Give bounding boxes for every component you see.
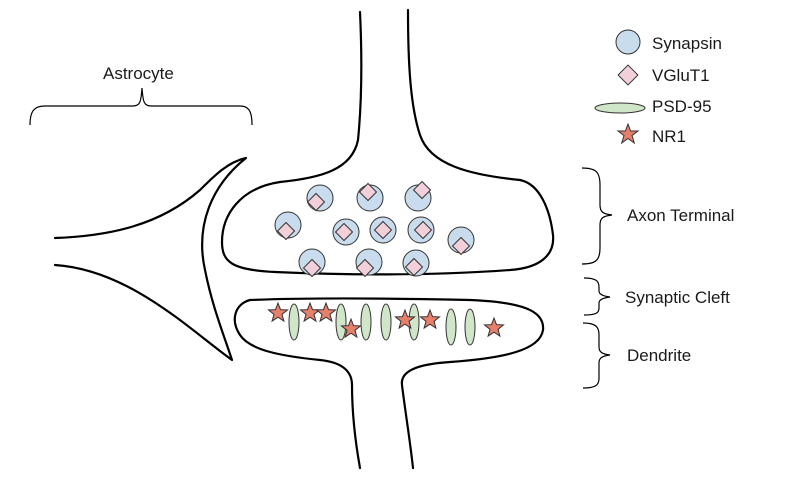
- synaptic-vesicles: [274, 180, 475, 278]
- nr1-receptor: [340, 317, 362, 339]
- astrocyte-label: Astrocyte: [103, 64, 174, 83]
- vglut1-marker: [334, 222, 354, 242]
- nr1-receptor: [394, 308, 416, 330]
- legend-nr1-label: NR1: [652, 127, 686, 146]
- dendrite-shape-left: [233, 298, 362, 470]
- synaptic-cleft-brace: [583, 277, 611, 316]
- legend-psd95-label: PSD-95: [652, 97, 712, 116]
- vglut1-marker: [355, 258, 375, 278]
- legend-vglut1-label: VGluT1: [652, 66, 710, 85]
- nr1-receptor: [315, 301, 337, 323]
- astrocyte-brace: [29, 87, 253, 126]
- psd95-protein: [360, 303, 372, 341]
- legend: Synapsin VGluT1 PSD-95 NR1: [594, 29, 722, 146]
- vglut1-marker: [306, 192, 326, 212]
- vglut1-marker: [276, 221, 296, 241]
- legend-synapsin-label: Synapsin: [652, 34, 722, 53]
- psd95-protein: [380, 303, 392, 341]
- vglut1-marker: [404, 257, 424, 277]
- dendrite-shape: [248, 297, 545, 470]
- psd95-protein: [335, 303, 347, 341]
- legend-synapsin-marker: [615, 29, 641, 55]
- psd95-protein: [288, 303, 300, 341]
- axon-terminal-label: Axon Terminal: [627, 206, 734, 225]
- legend-vglut1-marker: [617, 64, 639, 86]
- psd95-protein: [408, 303, 420, 341]
- nr1-receptor: [299, 301, 321, 323]
- vglut1-marker: [413, 220, 433, 240]
- vglut1-marker: [302, 258, 322, 278]
- psd95-proteins: [288, 303, 476, 346]
- nr1-receptor: [419, 308, 441, 330]
- dendrite-brace: [582, 322, 611, 389]
- axon-stalk-left: [278, 10, 363, 184]
- axon-terminal-shape: [220, 178, 555, 276]
- vglut1-marker: [358, 182, 378, 202]
- synaptic-cleft-label: Synaptic Cleft: [625, 288, 730, 307]
- vglut1-marker: [373, 220, 393, 240]
- vglut1-marker: [451, 236, 471, 256]
- astrocyte-shape: [53, 156, 248, 362]
- psd95-protein: [445, 308, 457, 346]
- nr1-receptors: [267, 301, 505, 339]
- legend-psd95-marker: [594, 102, 646, 114]
- dendrite-label: Dendrite: [627, 346, 691, 365]
- psd95-protein: [464, 308, 476, 346]
- nr1-receptor: [267, 301, 289, 323]
- nr1-receptor: [483, 316, 505, 338]
- legend-nr1-marker: [616, 122, 640, 145]
- axon-terminal-brace: [581, 167, 613, 265]
- axon-stalk-right: [406, 8, 522, 182]
- vglut1-marker: [412, 180, 432, 200]
